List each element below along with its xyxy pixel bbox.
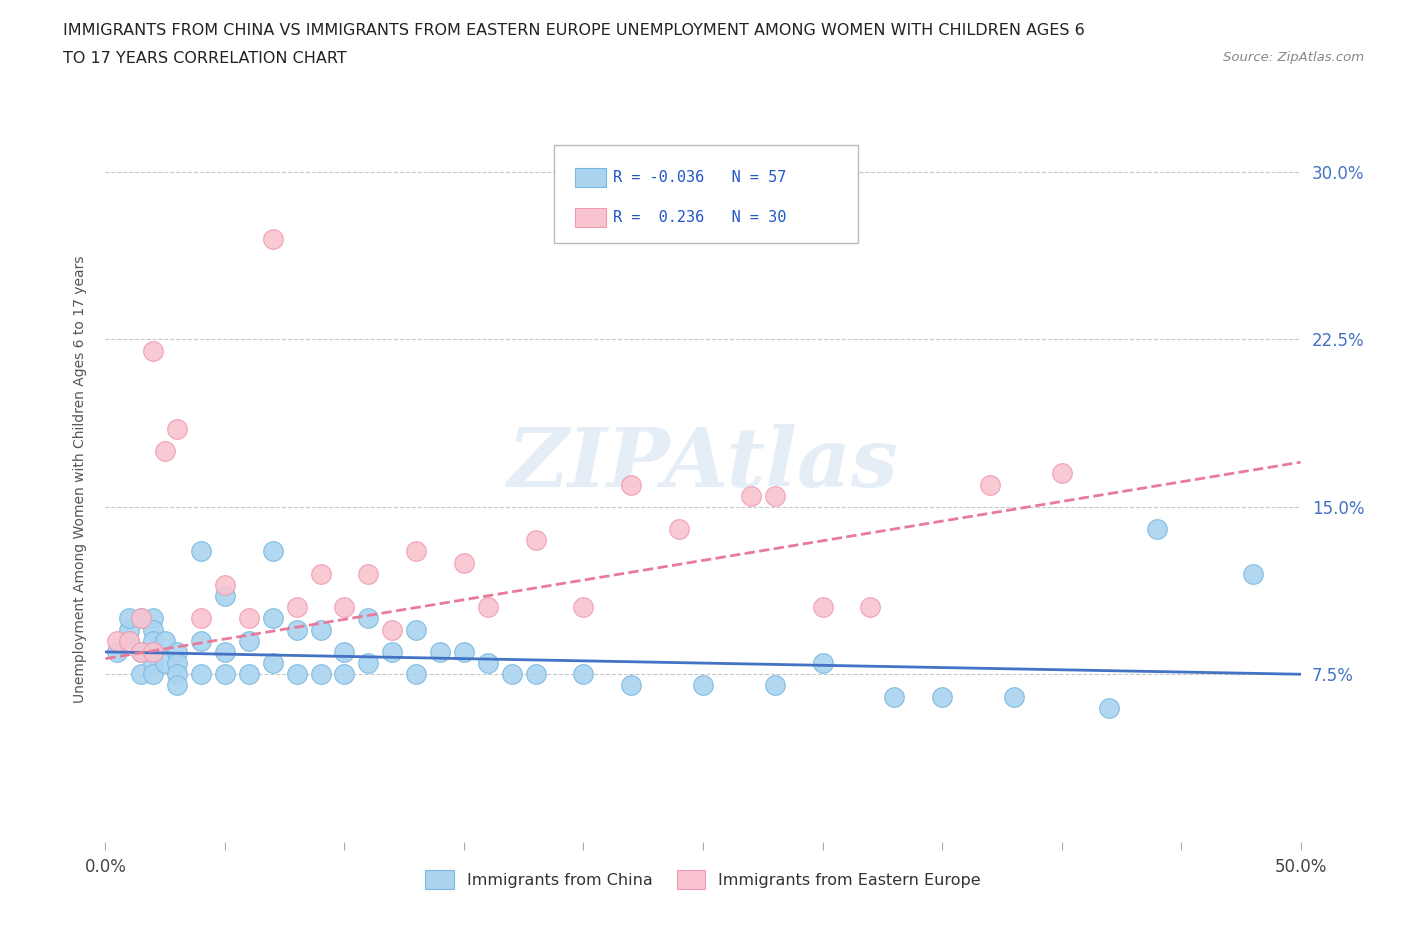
Point xyxy=(405,544,427,559)
Point xyxy=(129,644,153,659)
Point xyxy=(1098,700,1121,715)
Point xyxy=(214,667,236,682)
Point xyxy=(333,667,356,682)
Point xyxy=(381,644,404,659)
Point xyxy=(692,678,714,693)
Point xyxy=(153,444,177,458)
Point xyxy=(142,667,165,682)
FancyBboxPatch shape xyxy=(575,168,606,187)
Point xyxy=(524,667,547,682)
Point xyxy=(357,656,380,671)
Text: Source: ZipAtlas.com: Source: ZipAtlas.com xyxy=(1223,51,1364,64)
Point xyxy=(453,555,475,570)
Point xyxy=(620,678,643,693)
Point xyxy=(190,633,212,648)
Point xyxy=(142,644,165,659)
Point xyxy=(238,611,260,626)
Point xyxy=(883,689,905,704)
FancyBboxPatch shape xyxy=(554,145,858,244)
Point xyxy=(931,689,953,704)
Point xyxy=(214,644,236,659)
Point xyxy=(214,589,236,604)
Point xyxy=(333,600,356,615)
Point xyxy=(190,611,212,626)
Point xyxy=(142,656,165,671)
Point xyxy=(107,633,129,648)
Y-axis label: Unemployment Among Women with Children Ages 6 to 17 years: Unemployment Among Women with Children A… xyxy=(73,255,87,703)
Point xyxy=(357,611,380,626)
Point xyxy=(238,667,260,682)
Text: IMMIGRANTS FROM CHINA VS IMMIGRANTS FROM EASTERN EUROPE UNEMPLOYMENT AMONG WOMEN: IMMIGRANTS FROM CHINA VS IMMIGRANTS FROM… xyxy=(63,23,1085,38)
Point xyxy=(668,522,690,537)
Point xyxy=(142,622,165,637)
Point xyxy=(811,600,834,615)
Point xyxy=(763,678,786,693)
Point xyxy=(859,600,882,615)
Point xyxy=(309,566,332,581)
Point xyxy=(285,600,308,615)
Legend: Immigrants from China, Immigrants from Eastern Europe: Immigrants from China, Immigrants from E… xyxy=(419,864,987,896)
Point xyxy=(1050,466,1073,481)
Point xyxy=(333,644,356,659)
Point xyxy=(190,544,212,559)
Point xyxy=(129,611,153,626)
Point xyxy=(262,656,284,671)
Point xyxy=(477,656,499,671)
Point xyxy=(262,611,284,626)
Point xyxy=(118,633,141,648)
Text: R =  0.236   N = 30: R = 0.236 N = 30 xyxy=(613,210,787,225)
Point xyxy=(129,611,153,626)
Point xyxy=(1146,522,1168,537)
Point xyxy=(238,633,260,648)
Point xyxy=(524,533,547,548)
Point xyxy=(1002,689,1025,704)
Point xyxy=(166,644,188,659)
Point xyxy=(262,232,284,246)
Point xyxy=(142,644,165,659)
Point xyxy=(477,600,499,615)
Point xyxy=(166,656,188,671)
Point xyxy=(166,421,188,436)
Point xyxy=(153,633,177,648)
Point xyxy=(979,477,1001,492)
Point xyxy=(142,633,165,648)
Point xyxy=(572,667,595,682)
Point xyxy=(190,667,212,682)
Point xyxy=(405,667,427,682)
Point xyxy=(118,622,141,637)
Point xyxy=(309,622,332,637)
Point xyxy=(381,622,404,637)
Point xyxy=(572,600,595,615)
Point xyxy=(620,477,643,492)
Point xyxy=(357,566,380,581)
Text: R = -0.036   N = 57: R = -0.036 N = 57 xyxy=(613,170,787,185)
Point xyxy=(166,667,188,682)
Point xyxy=(285,622,308,637)
Point xyxy=(129,667,153,682)
Point xyxy=(285,667,308,682)
FancyBboxPatch shape xyxy=(575,208,606,227)
Point xyxy=(405,622,427,637)
Point xyxy=(214,578,236,592)
Point xyxy=(142,611,165,626)
Point xyxy=(763,488,786,503)
Text: TO 17 YEARS CORRELATION CHART: TO 17 YEARS CORRELATION CHART xyxy=(63,51,347,66)
Point xyxy=(262,544,284,559)
Point xyxy=(107,644,129,659)
Point xyxy=(129,644,153,659)
Point xyxy=(309,667,332,682)
Point xyxy=(118,633,141,648)
Point xyxy=(740,488,762,503)
Point xyxy=(1241,566,1264,581)
Point xyxy=(153,656,177,671)
Point xyxy=(166,678,188,693)
Point xyxy=(429,644,451,659)
Point xyxy=(453,644,475,659)
Point xyxy=(142,343,165,358)
Point xyxy=(118,611,141,626)
Text: ZIPAtlas: ZIPAtlas xyxy=(508,424,898,504)
Point xyxy=(501,667,523,682)
Point xyxy=(811,656,834,671)
